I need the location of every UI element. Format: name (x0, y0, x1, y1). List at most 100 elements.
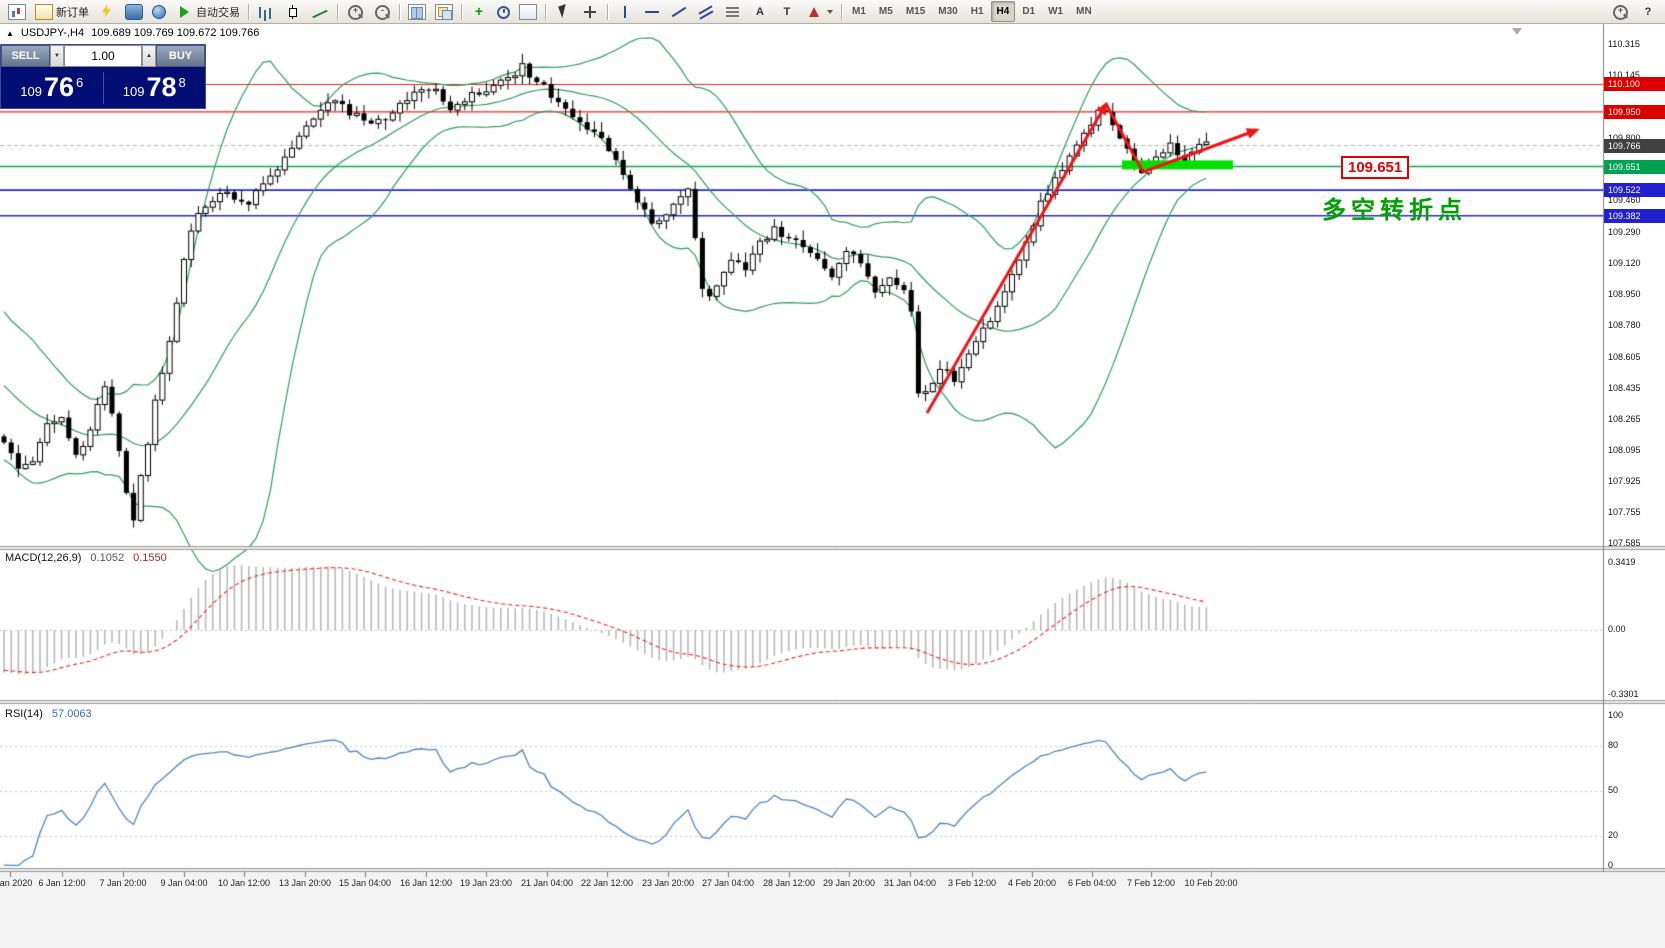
price-axis-label: 108.435 (1608, 382, 1641, 393)
price-axis-label: 110.145 (1608, 70, 1640, 81)
price-axis-label: 108.605 (1608, 351, 1641, 362)
timeframe-d1-button[interactable]: D1 (1022, 6, 1036, 17)
rsi-value: 57.0063 (51, 708, 92, 720)
timeframe-m5-button[interactable]: M5 (878, 6, 893, 17)
volume-down-button[interactable]: ▼ (50, 45, 64, 67)
one-click-collapse-icon[interactable]: ▲ (6, 28, 14, 38)
time-axis-label: 21 Jan 04:00 (520, 878, 574, 888)
timeframe-h1-button[interactable]: H1 (970, 6, 984, 17)
timeframe-m30-button[interactable]: M30 (938, 6, 958, 17)
expert-advisors-icon (98, 4, 116, 20)
turning-point-note[interactable]: 多空转折点 (1322, 197, 1467, 224)
toolbar-separator (841, 3, 842, 20)
zoom-in-icon[interactable] (342, 1, 368, 22)
arrows-list-icon[interactable] (801, 1, 837, 22)
time-axis-label: 15 Jan 04:00 (338, 878, 392, 888)
macd-label: MACD(12,26,9) (5, 552, 82, 564)
buy-button[interactable]: BUY (156, 45, 205, 67)
search-icon[interactable] (1607, 1, 1633, 22)
crosshair-icon[interactable] (577, 1, 603, 22)
toolbar-separator (461, 3, 462, 20)
price-level-annotation[interactable]: 109.651 (1341, 156, 1410, 179)
profiles-icon[interactable] (121, 1, 147, 22)
cursor-icon[interactable] (550, 1, 576, 22)
arrows-list-icon (805, 4, 823, 20)
timeframe-m15-button[interactable]: M15 (905, 6, 926, 17)
price-divider (102, 71, 104, 104)
rsi-axis-label: 0 (1608, 860, 1614, 870)
price-axis-label: 107.925 (1608, 475, 1641, 486)
ohlc-values: 109.689 109.769 109.672 109.766 (91, 27, 260, 39)
templates-icon[interactable] (515, 1, 541, 22)
trendline-icon[interactable] (666, 1, 692, 22)
macd-axis-label: 0.00 (1608, 624, 1626, 634)
candlestick-chart-icon[interactable] (280, 1, 306, 22)
text-icon: A (756, 5, 764, 18)
tile-windows-icon (408, 3, 426, 20)
time-axis-label: 27 Jan 04:00 (701, 878, 755, 888)
help-icon: ? (1644, 5, 1652, 18)
label-icon: T (783, 5, 791, 18)
sell-button[interactable]: SELL (1, 45, 50, 67)
label-icon[interactable]: T (774, 1, 800, 22)
line-chart-icon[interactable] (307, 1, 333, 22)
time-axis-label: 28 Jan 12:00 (762, 878, 816, 888)
price-axis-label: 109.290 (1608, 226, 1641, 237)
auto-trading-button-label: 自动交易 (196, 6, 240, 19)
toolbar-separator (337, 3, 338, 20)
navigator-icon[interactable] (148, 1, 170, 22)
timeframe-m1-button[interactable]: M1 (852, 6, 866, 17)
line-chart-icon (311, 4, 329, 20)
price-axis-label: 108.780 (1608, 319, 1641, 330)
volume-up-button[interactable]: ▲ (142, 45, 156, 67)
time-axis[interactable]: 3 Jan 2020 6 Jan 12:00 7 Jan 20:00 9 Jan 04… (0, 878, 1610, 892)
buy-price[interactable]: 109 78 8 (104, 74, 206, 101)
expert-advisors-icon[interactable] (94, 1, 120, 22)
toolbar-separator (607, 3, 608, 20)
channel-icon[interactable] (693, 1, 719, 22)
timeframe-w1-button[interactable]: W1 (1048, 6, 1064, 17)
new-order-button[interactable]: 新订单 (31, 1, 93, 22)
price-axis-label: 109.800 (1608, 133, 1641, 143)
price-axis[interactable]: 110.315 110.145 109.800 109.460 109.290 109.1… (1604, 0, 1665, 948)
rsi-axis-label: 20 (1608, 830, 1619, 840)
periods-icon (497, 5, 510, 19)
price-axis-label: 108.095 (1608, 444, 1641, 455)
vertical-line-icon[interactable] (612, 1, 638, 22)
dropdown-caret-icon (827, 9, 833, 14)
rsi-axis-label: 50 (1608, 785, 1619, 795)
fibonacci-icon (724, 4, 742, 20)
rsi-label: RSI(14) (5, 708, 43, 720)
sell-price[interactable]: 109 76 6 (1, 74, 103, 101)
trendline-icon (670, 4, 688, 20)
volume-input[interactable] (64, 45, 142, 67)
periods-icon[interactable] (493, 1, 514, 22)
chart-window-icon[interactable] (4, 1, 30, 22)
bar-chart-icon[interactable] (253, 1, 279, 22)
indicators-icon[interactable] (466, 1, 492, 22)
timeframe-mn-button[interactable]: MN (1076, 6, 1092, 17)
timeframe-h4-button[interactable]: H4 (990, 1, 1016, 22)
tile-windows-icon[interactable] (404, 1, 430, 22)
help-icon[interactable]: ? (1635, 1, 1661, 22)
cascade-windows-icon[interactable] (431, 1, 457, 22)
sell-price-base: 109 (20, 84, 42, 99)
auto-trading-button[interactable]: 自动交易 (171, 1, 244, 22)
price-axis-marker: 109.382 (1604, 208, 1665, 223)
horizontal-line-icon[interactable] (639, 1, 665, 22)
price-axis-marker: 109.950 (1604, 104, 1665, 119)
macd-axis-label: -0.3301 (1608, 688, 1639, 699)
chart-shift-marker[interactable] (1512, 28, 1522, 35)
time-axis-label: 23 Jan 20:00 (641, 878, 695, 888)
search-icon (1611, 4, 1629, 20)
new-order-button-label: 新订单 (56, 6, 89, 19)
time-axis-label: 4 Feb 20:00 (1007, 878, 1057, 888)
bar-chart-icon (257, 4, 275, 20)
zoom-out-icon[interactable] (369, 1, 395, 22)
time-axis-label: 6 Feb 04:00 (1067, 878, 1117, 888)
fibonacci-icon[interactable] (720, 1, 746, 22)
buy-price-sup: 8 (178, 75, 186, 90)
text-icon[interactable]: A (747, 1, 773, 22)
price-axis-marker: 109.766 (1604, 138, 1665, 153)
